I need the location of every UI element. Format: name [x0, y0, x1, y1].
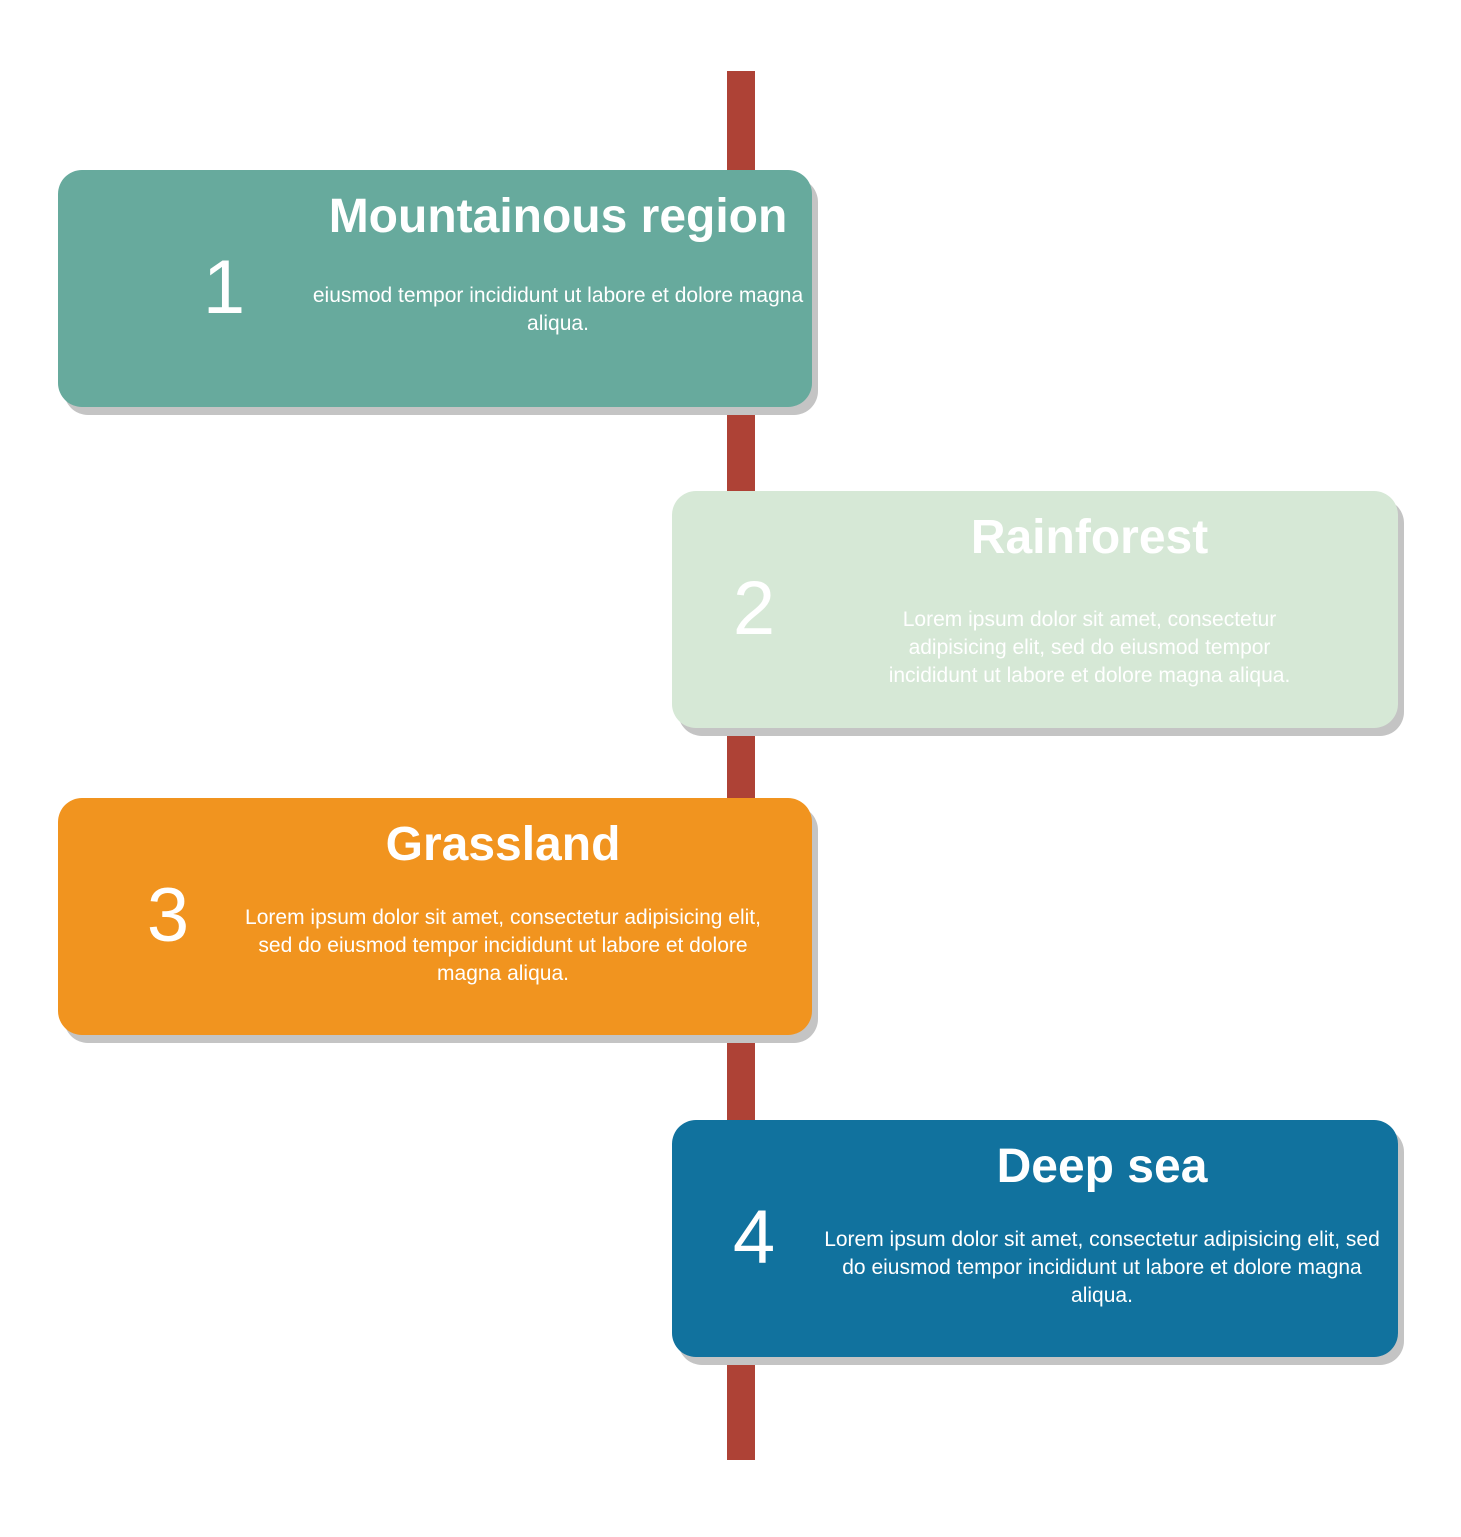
timeline-card-grassland: 3 Grassland Lorem ipsum dolor sit amet, …: [58, 798, 812, 1035]
step-title: Grassland: [385, 818, 621, 871]
step-description: Lorem ipsum dolor sit amet, consectetur …: [824, 1228, 1380, 1307]
step-number: 1: [202, 245, 246, 330]
step-title: Rainforest: [970, 511, 1209, 564]
timeline-card-rainforest: 2 Rainforest Lorem ipsum dolor sit amet,…: [672, 491, 1398, 728]
step-description: Lorem ipsum dolor sit amet, consectetur …: [888, 608, 1291, 687]
step-title: Mountainous region: [328, 190, 788, 243]
step-number: 3: [146, 873, 190, 958]
step-title: Deep sea: [996, 1140, 1208, 1193]
step-number: 2: [732, 566, 776, 651]
step-description: eiusmod tempor incididunt ut labore et d…: [312, 284, 804, 335]
step-number: 4: [732, 1195, 776, 1280]
step-description: Lorem ipsum dolor sit amet, consectetur …: [245, 906, 761, 985]
timeline-card-deep-sea: 4 Deep sea Lorem ipsum dolor sit amet, c…: [672, 1120, 1398, 1357]
timeline-card-mountainous-region: 1 Mountainous region eiusmod tempor inci…: [58, 170, 812, 407]
